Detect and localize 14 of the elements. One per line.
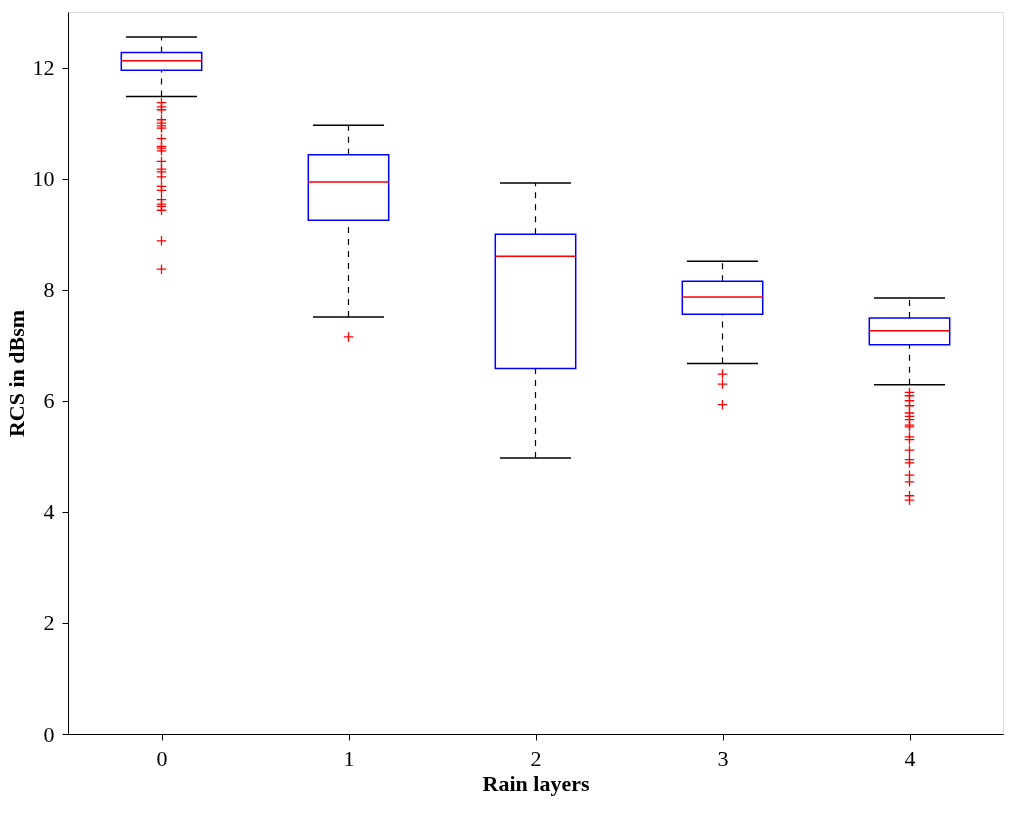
y-tick-label: 8 [43,277,55,303]
x-tick-label: 3 [717,745,729,771]
x-tick-label: 0 [156,745,168,771]
y-tick-label: 2 [43,610,55,636]
x-tick-label: 2 [530,745,542,771]
y-axis-title: RCS in dBsm [3,309,29,438]
x-tick-label: 4 [904,745,916,771]
y-tick-label: 12 [32,55,55,81]
y-tick-label: 10 [32,166,55,192]
x-tick-label: 1 [343,745,355,771]
y-tick-label: 4 [43,499,55,525]
y-tick-label: 0 [43,721,55,747]
y-tick-label: 6 [43,388,55,414]
x-axis-title: Rain layers [482,770,590,796]
